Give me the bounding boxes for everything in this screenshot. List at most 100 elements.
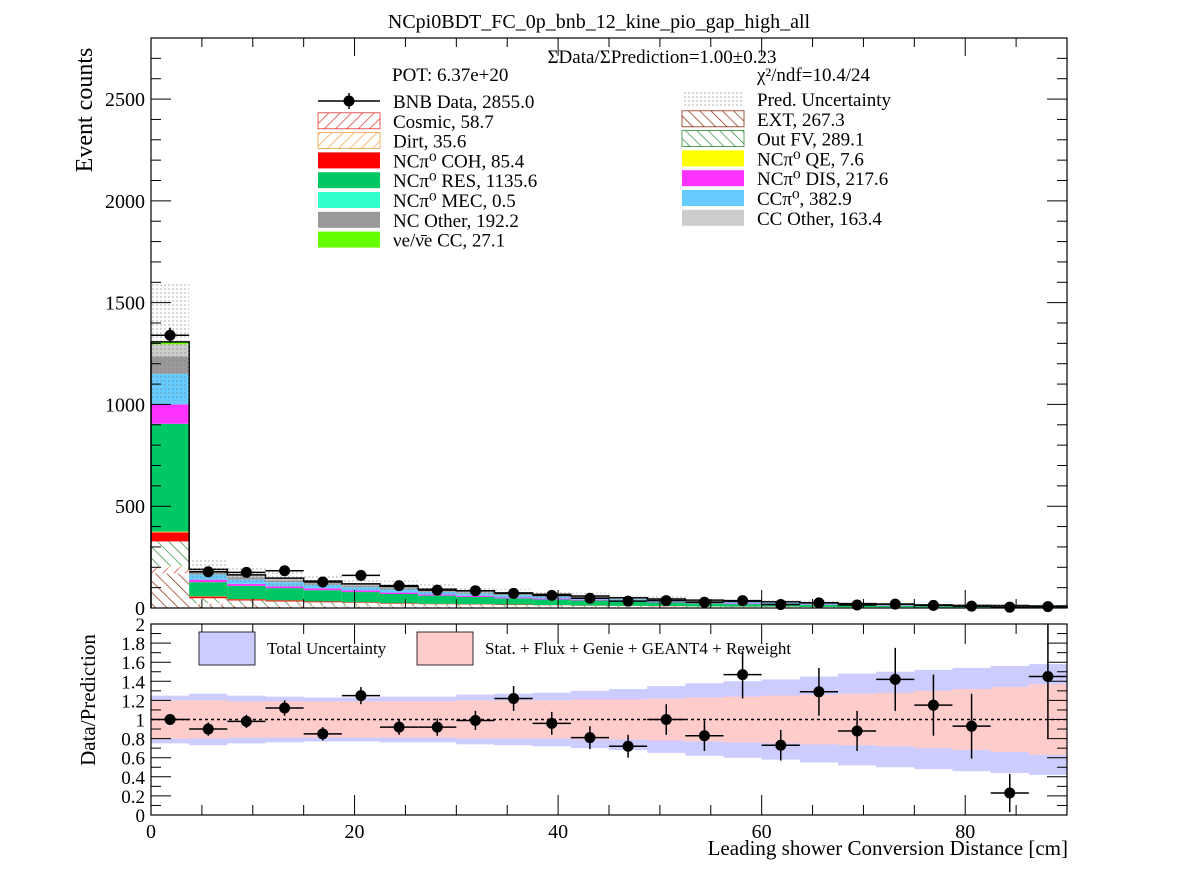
bar-series5-bin0 <box>151 532 189 533</box>
bar-series4-bin3 <box>266 600 304 601</box>
bar-series3-bin11 <box>571 606 609 607</box>
bar-series6-bin4 <box>304 590 342 601</box>
syst-uncertainty-swatch <box>417 632 473 665</box>
legend-entry-r2: Out FV, 289.1 <box>682 130 864 151</box>
ratio-ytick-label-0: 0 <box>136 806 146 827</box>
x-axis-label: Leading shower Conversion Distance [cm] <box>708 836 1068 860</box>
ratio-point-17 <box>813 686 824 697</box>
bar-series3-bin3 <box>266 601 304 605</box>
legend-swatch-r5 <box>682 190 744 206</box>
legend-entry-l2: Dirt, 35.6 <box>318 132 466 153</box>
ratio-summary-text: ΣData/ΣPrediction=1.00±0.23 <box>547 47 776 68</box>
legend-label-l5: NCπ⁰ MEC, 0.5 <box>393 191 516 212</box>
xtick-label-0: 0 <box>146 821 156 843</box>
ratio-point-2 <box>241 716 252 727</box>
data-point-18 <box>852 599 863 610</box>
main-x-ticks <box>151 38 1067 608</box>
bottom-y-axis-label: Data/Prediction <box>76 634 100 766</box>
data-point-20 <box>928 600 939 611</box>
bar-series6-bin3 <box>266 588 304 600</box>
ratio-point-23 <box>1042 671 1053 682</box>
legend-label-r6: CC Other, 163.4 <box>757 209 882 230</box>
bar-series3-bin7 <box>418 604 456 606</box>
bar-series1-bin5 <box>342 606 380 607</box>
bar-series3-bin6 <box>380 604 418 606</box>
bar-series4-bin4 <box>304 601 342 602</box>
legend-entry-r5: CCπ⁰, 382.9 <box>682 189 852 210</box>
legend-entry-l6: NC Other, 192.2 <box>318 211 519 232</box>
bar-series4-bin5 <box>342 602 380 603</box>
bar-series3-bin4 <box>304 602 342 605</box>
ratio-point-11 <box>584 732 595 743</box>
legend-label-l4: NCπ⁰ RES, 1135.6 <box>393 171 537 192</box>
bar-series3-bin15 <box>724 607 762 608</box>
bar-series1-bin1 <box>189 604 227 605</box>
bar-series1-bin0 <box>151 568 189 573</box>
ratio-point-14 <box>699 730 710 741</box>
bar-series3-bin10 <box>533 605 571 606</box>
data-point-17 <box>813 597 824 608</box>
data-point-11 <box>584 593 595 604</box>
data-point-10 <box>546 590 557 601</box>
xtick-label-40: 40 <box>548 821 568 843</box>
bar-series7-bin4 <box>304 588 342 590</box>
bar-series7-bin6 <box>380 593 418 594</box>
bar-series3-bin0 <box>151 541 189 565</box>
bar-series6-bin2 <box>227 586 265 599</box>
legend-entry-l5: NCπ⁰ MEC, 0.5 <box>318 191 516 212</box>
legend-entry-l3: NCπ⁰ COH, 85.4 <box>318 151 525 172</box>
ratio-point-15 <box>737 669 748 680</box>
ratio-point-13 <box>661 714 672 725</box>
bar-series3-bin5 <box>342 603 380 606</box>
bar-series0-bin0 <box>151 573 189 608</box>
legend-label-l1: Cosmic, 58.7 <box>393 112 494 133</box>
legend-swatch-r4 <box>682 170 744 186</box>
bar-series7-bin5 <box>342 590 380 592</box>
ratio-point-8 <box>470 715 481 726</box>
total-uncertainty-swatch <box>199 632 255 665</box>
bar-series3-bin8 <box>456 605 494 607</box>
bar-series7-bin0 <box>151 404 189 423</box>
bar-series3-bin1 <box>189 598 227 603</box>
ratio-legend-total: Total Uncertainty <box>199 632 387 665</box>
data-point-4 <box>317 576 328 587</box>
bar-series2-bin2 <box>227 605 265 606</box>
data-point-23 <box>1042 601 1053 612</box>
bar-series1-bin3 <box>266 606 304 607</box>
ratio-ytick-label-0.2: 0.2 <box>121 787 145 808</box>
legend-entry-r6: CC Other, 163.4 <box>682 209 882 230</box>
data-point-15 <box>737 595 748 606</box>
bar-series6-bin8 <box>456 597 494 604</box>
legend-entry-r0: Pred. Uncertainty <box>682 90 892 111</box>
main-ytick-label-2000: 2000 <box>105 191 145 213</box>
legend-entry-l1: Cosmic, 58.7 <box>318 112 494 133</box>
ratio-point-4 <box>317 728 328 739</box>
ratio-point-19 <box>890 674 901 685</box>
data-point-13 <box>661 595 672 606</box>
legend-label-l0: BNB Data, 2855.0 <box>393 92 534 113</box>
data-point-5 <box>355 570 366 581</box>
data-point-1 <box>203 566 214 577</box>
legend-swatch-uncertainty <box>682 91 744 107</box>
ratio-point-12 <box>623 741 634 752</box>
main-ytick-label-500: 500 <box>115 496 145 518</box>
data-point-2 <box>241 567 252 578</box>
legend-swatch-r3 <box>682 150 744 166</box>
ratio-point-21 <box>966 721 977 732</box>
bar-series4-bin2 <box>227 599 265 600</box>
legend-swatch-l5 <box>318 192 380 208</box>
data-point-8 <box>470 585 481 596</box>
ratio-point-18 <box>852 725 863 736</box>
legend-swatch-l6 <box>318 212 380 228</box>
bar-series6-bin9 <box>495 598 533 604</box>
legend-label-l2: Dirt, 35.6 <box>393 132 466 153</box>
ratio-point-9 <box>508 693 519 704</box>
data-point-14 <box>699 597 710 608</box>
main-ytick-label-1500: 1500 <box>105 293 145 315</box>
legend-label-l7: νe/ν̄e CC, 27.1 <box>393 231 505 252</box>
legend-label-r5: CCπ⁰, 382.9 <box>757 189 852 210</box>
bar-series2-bin1 <box>189 603 227 604</box>
data-point-7 <box>432 585 443 596</box>
